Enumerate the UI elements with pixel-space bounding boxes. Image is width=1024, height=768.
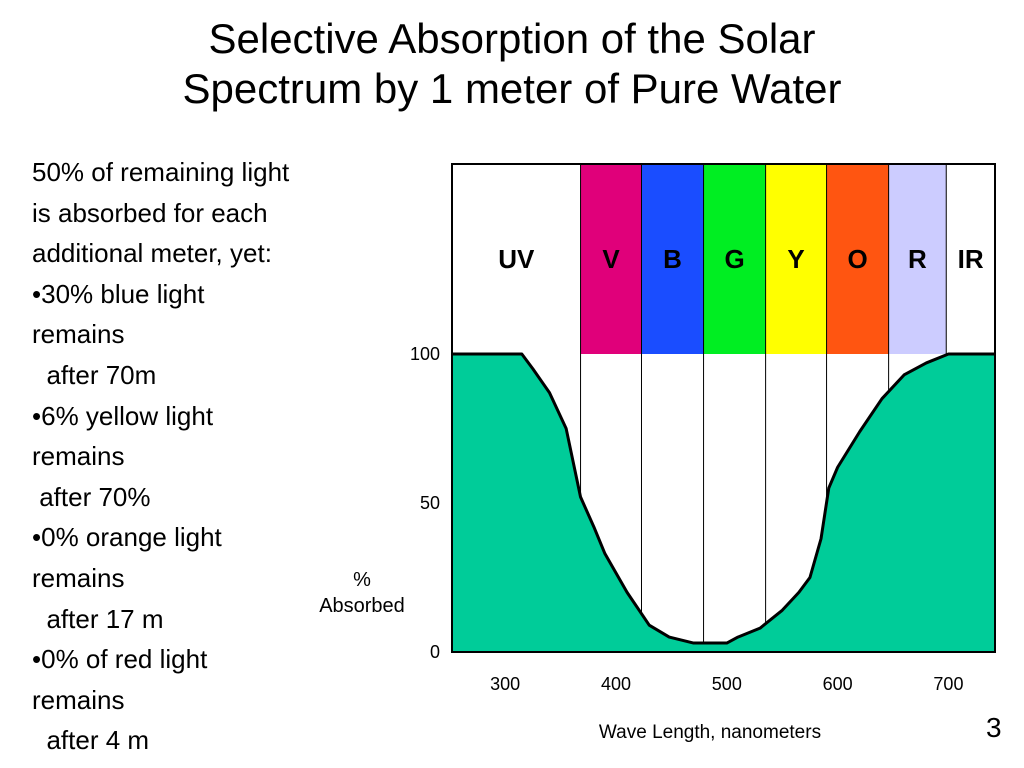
note-line: after 70m [32, 359, 157, 390]
spectrum-band-v [580, 164, 642, 354]
y-axis-label: % Absorbed [319, 569, 405, 617]
note-line: remains [32, 319, 125, 350]
band-label-b: B [663, 244, 682, 274]
band-label-v: V [602, 244, 620, 274]
x-axis-label: Wave Length, nanometers [599, 722, 821, 743]
spectrum-band-r [888, 164, 947, 354]
band-label-y: Y [787, 244, 804, 274]
note-line: •0% of red light [32, 644, 208, 675]
note-line: 50% of remaining light [32, 157, 290, 187]
slide-number: 3 [986, 712, 1002, 743]
note-line: remains [32, 684, 125, 715]
absorption-area [452, 354, 995, 652]
band-label-r: R [908, 244, 927, 274]
absorption-line [452, 352, 995, 645]
spectrum-band-ir [946, 164, 995, 354]
y-tick-label: 50 [420, 493, 440, 513]
title-line-1: Selective Absorption of the Solar [208, 15, 816, 62]
note-line: after 70% [32, 481, 151, 512]
spectrum-band-b [641, 164, 704, 354]
x-tick-label: 400 [601, 674, 631, 694]
y-tick-label: 100 [410, 344, 440, 364]
note-line: •30% blue light [32, 278, 205, 309]
band-label-g: G [724, 244, 744, 274]
note-line: after 4 m [32, 725, 150, 756]
x-tick-label: 500 [712, 674, 742, 694]
note-line: after 17 m [32, 603, 164, 634]
band-label-uv: UV [498, 244, 535, 274]
spectrum-band-o [826, 164, 889, 354]
spectrum-band-y [765, 164, 827, 354]
note-line: •6% yellow light [32, 400, 214, 431]
band-label-o: O [847, 244, 867, 274]
notes-text: 50% of remaining light is absorbed for ea… [32, 152, 382, 761]
plot-frame [451, 163, 996, 653]
note-line: •0% orange light [32, 522, 222, 553]
title-line-2: Spectrum by 1 meter of Pure Water [182, 65, 842, 112]
slide-title: Selective Absorption of the Solar Spectr… [0, 14, 1024, 114]
x-tick-label: 600 [823, 674, 853, 694]
spectrum-band-g [703, 164, 766, 354]
note-line: additional meter, yet: [32, 238, 272, 269]
spectrum-band-uv [452, 164, 581, 354]
x-tick-label: 300 [490, 674, 520, 694]
x-tick-label: 700 [933, 674, 963, 694]
band-label-ir: IR [958, 244, 984, 274]
note-line: is absorbed for each [32, 197, 268, 228]
note-line: remains [32, 562, 125, 593]
y-tick-label: 0 [430, 642, 440, 662]
note-line: remains [32, 441, 125, 472]
